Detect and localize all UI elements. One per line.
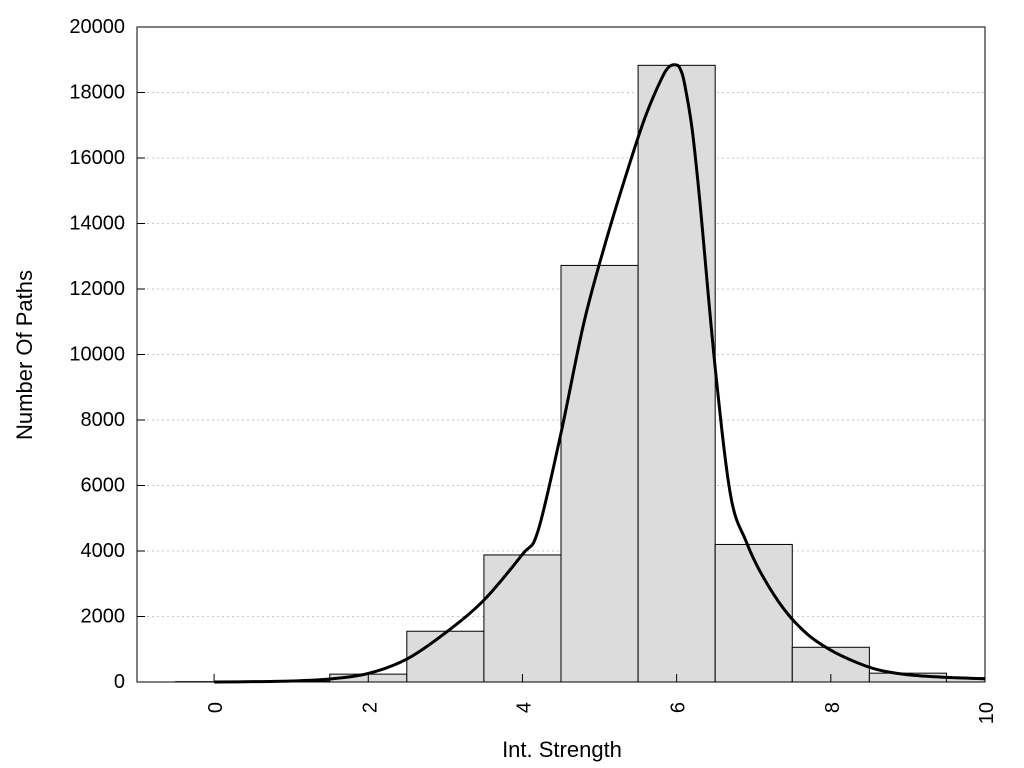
histogram-bar: [714, 543, 793, 683]
y-tick-label: 12000: [69, 278, 125, 300]
x-tick-label: 10: [976, 702, 998, 724]
x-tick-label: 8: [822, 702, 844, 713]
x-tick-label: 2: [359, 702, 381, 713]
histogram-bar: [560, 264, 639, 683]
y-tick-label: 6000: [81, 475, 126, 497]
x-tick-label: 6: [668, 702, 690, 713]
histogram-bars: [175, 64, 986, 683]
y-tick-label: 0: [114, 671, 125, 693]
y-tick-label: 16000: [69, 147, 125, 169]
x-tick-label: 4: [513, 702, 535, 713]
y-tick-label: 14000: [69, 213, 125, 235]
grid-lines: [137, 92, 985, 617]
y-tick-label: 10000: [69, 344, 125, 366]
x-axis-title: Int. Strength: [502, 737, 622, 762]
histogram-bar: [637, 64, 716, 683]
x-tick-label: 0: [205, 702, 227, 713]
histogram-bar: [406, 630, 485, 683]
y-tick-label: 2000: [81, 606, 126, 628]
x-axis-ticks: 0 2 4 6 8 10: [205, 674, 998, 724]
y-tick-label: 20000: [69, 16, 125, 38]
y-tick-label: 8000: [81, 409, 126, 431]
y-tick-label: 4000: [81, 540, 126, 562]
y-axis-title: Number Of Paths: [12, 270, 37, 440]
density-curve: [214, 63, 986, 684]
histogram-bar: [483, 554, 562, 683]
y-tick-label: 18000: [69, 82, 125, 104]
y-axis-ticks: 0 2000 4000 6000 8000 10000 12000 14000 16000 180…: [69, 16, 145, 693]
density-curve-line: [214, 63, 986, 684]
